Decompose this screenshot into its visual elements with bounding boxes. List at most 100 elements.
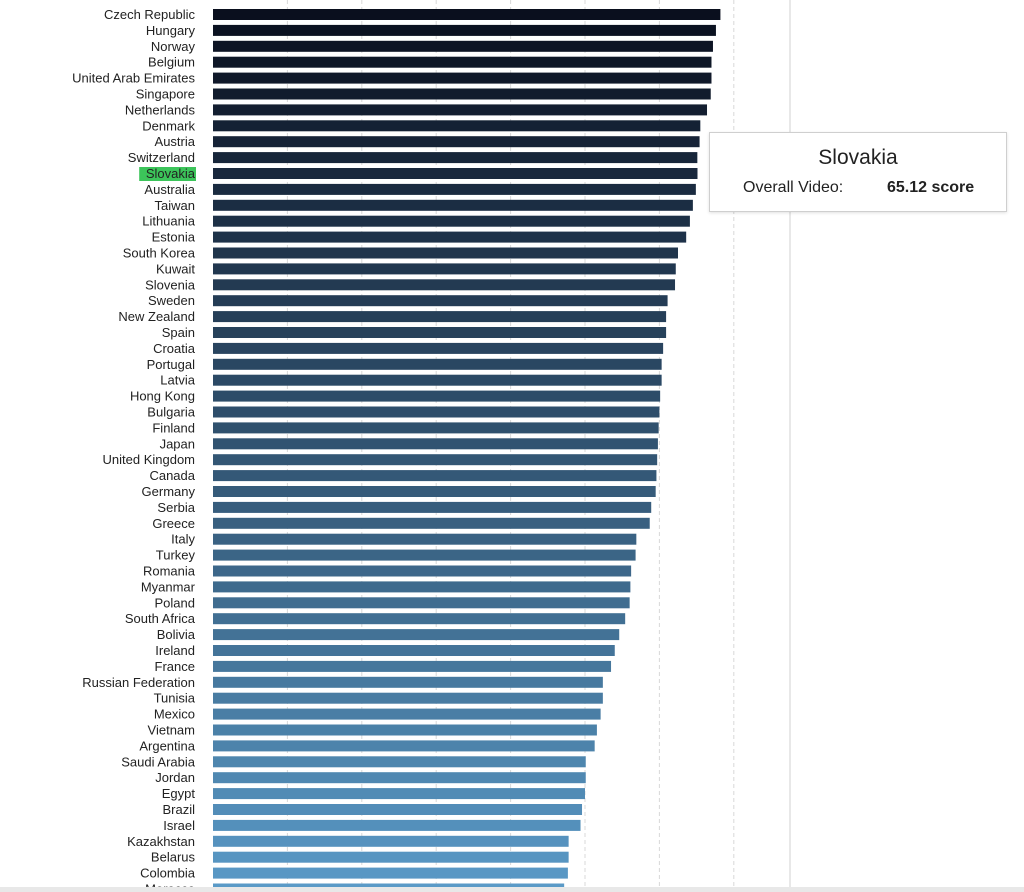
category-label[interactable]: Israel bbox=[163, 818, 195, 833]
bar[interactable] bbox=[213, 88, 711, 100]
category-label[interactable]: Taiwan bbox=[155, 198, 195, 213]
category-label[interactable]: Mexico bbox=[154, 707, 195, 722]
bar[interactable] bbox=[213, 867, 568, 879]
bar[interactable] bbox=[213, 152, 698, 164]
bar[interactable] bbox=[213, 9, 721, 20]
category-label[interactable]: Norway bbox=[151, 39, 196, 54]
bar[interactable] bbox=[213, 390, 661, 402]
bar[interactable] bbox=[213, 56, 712, 68]
category-label[interactable]: Denmark bbox=[142, 118, 195, 133]
bar[interactable] bbox=[213, 24, 716, 36]
bar[interactable] bbox=[213, 470, 657, 482]
bar[interactable] bbox=[213, 565, 632, 577]
category-label[interactable]: New Zealand bbox=[118, 309, 195, 324]
category-label[interactable]: Bolivia bbox=[157, 627, 196, 642]
category-label[interactable]: Egypt bbox=[162, 786, 196, 801]
category-label[interactable]: Estonia bbox=[152, 230, 196, 245]
bar[interactable] bbox=[213, 692, 603, 704]
bar[interactable] bbox=[213, 724, 597, 736]
category-label[interactable]: Japan bbox=[160, 436, 195, 451]
category-label[interactable]: Finland bbox=[152, 420, 195, 435]
bar[interactable] bbox=[213, 168, 698, 179]
bar[interactable] bbox=[213, 72, 712, 84]
bar[interactable] bbox=[213, 788, 585, 800]
bar[interactable] bbox=[213, 533, 637, 545]
bar[interactable] bbox=[213, 645, 615, 656]
category-label[interactable]: Saudi Arabia bbox=[121, 754, 195, 769]
bar[interactable] bbox=[213, 517, 650, 529]
bar[interactable] bbox=[213, 199, 693, 211]
bar[interactable] bbox=[213, 438, 658, 450]
bar[interactable] bbox=[213, 295, 668, 307]
category-label[interactable]: Sweden bbox=[148, 293, 195, 308]
category-label[interactable]: Romania bbox=[143, 564, 196, 579]
category-label[interactable]: Turkey bbox=[156, 548, 196, 563]
category-label[interactable]: Lithuania bbox=[142, 214, 196, 229]
category-label[interactable]: United Arab Emirates bbox=[72, 71, 195, 86]
category-label[interactable]: Russian Federation bbox=[82, 675, 195, 690]
category-label[interactable]: Switzerland bbox=[128, 150, 195, 165]
bar[interactable] bbox=[213, 247, 678, 259]
bar[interactable] bbox=[213, 501, 652, 513]
category-label[interactable]: Colombia bbox=[140, 866, 196, 881]
bar[interactable] bbox=[213, 851, 569, 863]
bar[interactable] bbox=[213, 342, 664, 354]
category-label[interactable]: Portugal bbox=[147, 357, 196, 372]
bar[interactable] bbox=[213, 279, 676, 291]
category-label[interactable]: Brazil bbox=[162, 802, 195, 817]
bar[interactable] bbox=[213, 120, 701, 132]
bar[interactable] bbox=[213, 454, 658, 466]
bar[interactable] bbox=[213, 422, 659, 434]
category-label[interactable]: Greece bbox=[152, 516, 195, 531]
bar[interactable] bbox=[213, 804, 583, 815]
bar[interactable] bbox=[213, 374, 662, 386]
bar[interactable] bbox=[213, 327, 667, 338]
bar[interactable] bbox=[213, 772, 586, 784]
bar[interactable] bbox=[213, 358, 662, 370]
bar[interactable] bbox=[213, 708, 601, 720]
category-label[interactable]: Tunisia bbox=[154, 691, 196, 706]
bar[interactable] bbox=[213, 613, 626, 625]
bar[interactable] bbox=[213, 183, 696, 195]
bar[interactable] bbox=[213, 136, 700, 148]
category-label[interactable]: Singapore bbox=[136, 87, 195, 102]
category-label[interactable]: Argentina bbox=[139, 738, 195, 753]
category-label[interactable]: United Kingdom bbox=[103, 452, 196, 467]
bar[interactable] bbox=[213, 40, 713, 52]
bar[interactable] bbox=[213, 406, 660, 418]
category-label[interactable]: Bulgaria bbox=[147, 405, 195, 420]
bottom-scrollbar[interactable] bbox=[0, 887, 1024, 892]
category-label[interactable]: Czech Republic bbox=[104, 7, 196, 22]
category-label[interactable]: Kazakhstan bbox=[127, 834, 195, 849]
category-label[interactable]: Australia bbox=[144, 182, 195, 197]
bar[interactable] bbox=[213, 104, 708, 116]
category-label[interactable]: Belgium bbox=[148, 55, 195, 70]
category-label[interactable]: South Korea bbox=[123, 246, 196, 261]
category-label[interactable]: Germany bbox=[142, 484, 196, 499]
category-label[interactable]: South Africa bbox=[125, 611, 196, 626]
bar[interactable] bbox=[213, 597, 630, 609]
category-label[interactable]: France bbox=[155, 659, 195, 674]
bar[interactable] bbox=[213, 740, 595, 752]
bar[interactable] bbox=[213, 676, 603, 688]
category-label[interactable]: Slovakia bbox=[146, 166, 196, 181]
bar[interactable] bbox=[213, 756, 586, 768]
bar[interactable] bbox=[213, 263, 676, 275]
category-label[interactable]: Spain bbox=[162, 325, 195, 340]
bar[interactable] bbox=[213, 231, 687, 243]
bar[interactable] bbox=[213, 311, 667, 323]
category-label[interactable]: Morocco bbox=[145, 882, 195, 892]
bar[interactable] bbox=[213, 819, 581, 831]
category-label[interactable]: Ireland bbox=[155, 643, 195, 658]
category-label[interactable]: Slovenia bbox=[145, 277, 196, 292]
bar[interactable] bbox=[213, 215, 690, 227]
bar[interactable] bbox=[213, 835, 569, 847]
category-label[interactable]: Myanmar bbox=[141, 579, 196, 594]
category-label[interactable]: Hungary bbox=[146, 23, 196, 38]
bar[interactable] bbox=[213, 629, 620, 641]
bar[interactable] bbox=[213, 660, 612, 672]
category-label[interactable]: Latvia bbox=[160, 373, 195, 388]
category-label[interactable]: Poland bbox=[155, 595, 195, 610]
category-label[interactable]: Kuwait bbox=[156, 261, 195, 276]
category-label[interactable]: Netherlands bbox=[125, 102, 196, 117]
